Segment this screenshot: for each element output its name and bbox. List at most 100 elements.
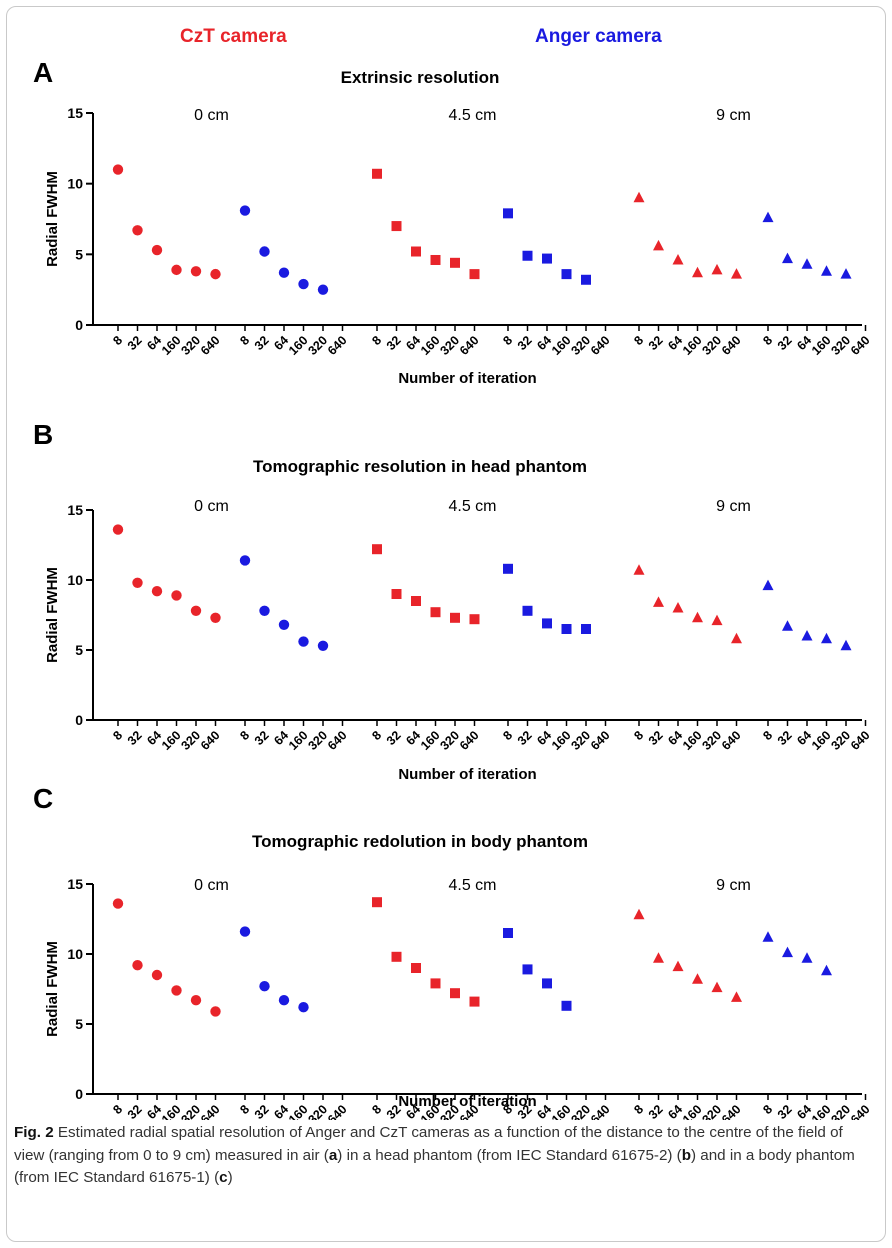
x-tick-label: 32 [252,333,272,353]
distance-label: 9 cm [716,498,751,515]
x-tick-label: 640 [848,333,873,358]
caption-prefix: Fig. 2 [14,1124,54,1141]
anger-point [542,253,552,264]
distance-label: 9 cm [716,877,751,894]
y-tick-label: 10 [67,176,83,192]
legend-czt-label: CzT camera [180,26,287,47]
czt-point [411,963,421,973]
anger-point [840,639,852,651]
czt-point [151,244,163,256]
x-tick-label: 8 [760,333,775,348]
x-tick-label: 8 [110,333,125,348]
czt-point [633,908,645,920]
x-tick-label: 640 [457,728,482,753]
caption-part-2: ) in a head phantom (from IEC Standard 6… [337,1146,682,1164]
czt-point [653,239,664,251]
anger-point [239,926,251,937]
czt-point [391,221,402,232]
anger-point [239,205,251,216]
panel-letter: C [33,783,53,814]
y-tick-label: 5 [75,246,83,262]
x-tick-label: 640 [457,333,482,358]
x-tick-label: 32 [775,1102,795,1120]
czt-point [411,246,421,257]
x-tick-label: 32 [384,728,404,748]
czt-point [210,268,221,280]
x-tick-label: 8 [500,333,515,348]
czt-point [112,164,124,175]
x-tick-label: 8 [500,728,515,743]
y-tick-label: 0 [75,712,83,728]
x-tick-label: 640 [719,333,744,358]
czt-point [151,586,163,597]
czt-point [653,596,664,607]
y-tick-label: 5 [75,642,83,658]
anger-point [239,555,251,566]
panel-title: Extrinsic resolution [341,68,500,87]
czt-point [190,266,202,277]
anger-point [762,579,774,591]
anger-point [298,278,309,290]
czt-point [711,614,723,626]
figure-frame [6,6,886,1242]
distance-label: 4.5 cm [448,107,496,124]
czt-point [692,611,703,623]
y-tick-label: 15 [67,105,83,121]
czt-point [469,614,480,625]
caption-ref-c: c [219,1169,228,1186]
y-axis-label: Radial FWHM [44,941,61,1037]
x-tick-label: 8 [631,728,646,743]
anger-point [278,267,290,278]
x-tick-label: 32 [515,333,535,353]
x-tick-label: 32 [384,333,404,353]
x-tick-label: 640 [588,728,613,753]
czt-point [450,257,460,268]
y-axis-label: Radial FWHM [44,171,61,267]
anger-point [542,618,552,629]
x-axis-label: Number of iteration [398,370,536,387]
anger-point [782,620,793,631]
anger-point [278,619,290,630]
x-tick-label: 8 [110,1102,125,1117]
anger-point [762,931,774,942]
x-tick-label: 32 [252,1102,272,1120]
anger-point [503,208,513,219]
czt-point [132,577,143,588]
anger-point [522,250,533,261]
distance-label: 0 cm [194,498,229,515]
x-tick-label: 32 [515,728,535,748]
czt-point [132,225,143,236]
czt-point [731,268,742,279]
anger-point [503,928,513,938]
czt-point [112,524,124,535]
x-tick-label: 8 [237,1102,252,1117]
czt-point [653,952,664,963]
czt-point [692,266,703,278]
czt-point [450,612,460,623]
y-tick-label: 10 [67,946,83,962]
panel-letter: A [33,57,53,88]
czt-point [171,985,182,996]
czt-point [672,602,684,613]
czt-point [372,544,382,555]
anger-point [522,605,533,616]
x-axis-label: Number of iteration [398,766,536,783]
czt-point [411,596,421,606]
panel-title: Tomographic redolution in body phantom [252,832,588,851]
y-tick-label: 15 [67,502,83,518]
caption-part-1: Estimated radial spatial resolution of A… [14,1124,843,1164]
czt-point [633,564,645,575]
figure-caption: Fig. 2 Estimated radial spatial resoluti… [14,1122,874,1190]
anger-point [762,211,774,223]
anger-point [561,269,572,280]
anger-point [581,624,591,634]
anger-point [298,636,309,647]
anger-point [821,632,832,644]
y-tick-label: 0 [75,1086,83,1102]
czt-point [469,996,480,1007]
czt-point [731,632,742,644]
x-tick-label: 8 [369,728,384,743]
panel-letter: B [33,419,53,450]
